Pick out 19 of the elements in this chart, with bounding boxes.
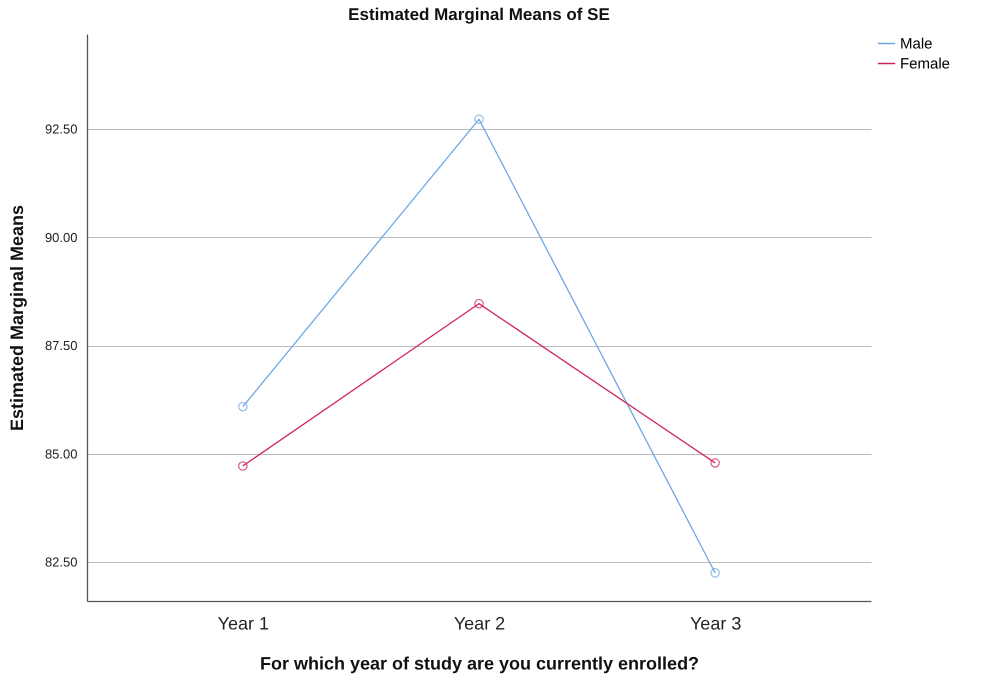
x-tick-label: Year 2 [454, 614, 506, 634]
x-tick-label: Year 1 [218, 614, 270, 634]
y-tick-label: 82.50 [44, 554, 78, 570]
y-tick-label: 87.50 [44, 338, 78, 354]
x-axis-title: For which year of study are you currently enrolled? [260, 654, 700, 674]
point [710, 568, 720, 578]
point [238, 402, 248, 412]
y-tick-label: 92.50 [44, 122, 78, 137]
point [238, 461, 248, 471]
legend-label: Male [900, 36, 933, 52]
point [474, 298, 484, 308]
point [710, 458, 720, 468]
y-tick-label: 85.00 [44, 446, 78, 462]
point [474, 114, 484, 124]
y-axis-title: Estimated Marginal Means [6, 204, 27, 432]
chart-title: Estimated Marginal Means of SE [348, 5, 610, 24]
y-tick-label: 90.00 [44, 230, 78, 245]
legend-label: Female [900, 56, 950, 72]
x-tick-label: Year 3 [690, 614, 742, 634]
